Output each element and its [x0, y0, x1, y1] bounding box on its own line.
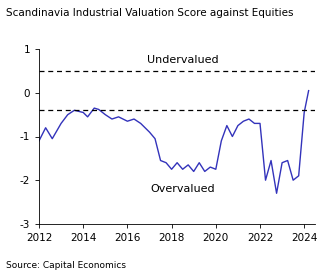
- Text: Scandinavia Industrial Valuation Score against Equities: Scandinavia Industrial Valuation Score a…: [6, 8, 294, 18]
- Text: Source: Capital Economics: Source: Capital Economics: [6, 261, 126, 270]
- Text: Undervalued: Undervalued: [147, 55, 218, 65]
- Text: Overvalued: Overvalued: [150, 184, 215, 194]
